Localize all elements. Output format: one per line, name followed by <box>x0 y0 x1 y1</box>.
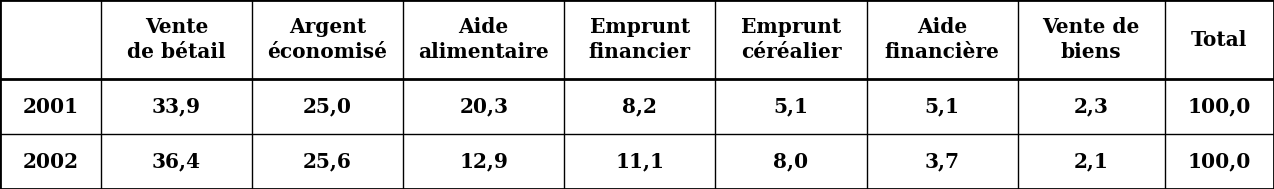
Text: 2,1: 2,1 <box>1074 152 1108 172</box>
Text: 11,1: 11,1 <box>615 152 664 172</box>
Text: Vente de: Vente de <box>1042 17 1140 37</box>
Text: 3,7: 3,7 <box>925 152 959 172</box>
Text: 2,3: 2,3 <box>1074 97 1108 117</box>
Text: 8,2: 8,2 <box>623 97 657 117</box>
Text: 12,9: 12,9 <box>459 152 508 172</box>
Text: Argent: Argent <box>289 17 366 37</box>
Text: 5,1: 5,1 <box>925 97 959 117</box>
Text: alimentaire: alimentaire <box>418 42 549 62</box>
Text: Emprunt: Emprunt <box>741 17 841 37</box>
Text: 100,0: 100,0 <box>1187 152 1251 172</box>
Text: 25,6: 25,6 <box>303 152 352 172</box>
Text: de bétail: de bétail <box>127 42 225 62</box>
Text: financier: financier <box>589 42 691 62</box>
Text: Total: Total <box>1191 30 1247 50</box>
Text: 33,9: 33,9 <box>152 97 201 117</box>
Text: 5,1: 5,1 <box>773 97 809 117</box>
Text: biens: biens <box>1061 42 1121 62</box>
Text: 100,0: 100,0 <box>1187 97 1251 117</box>
Text: 2002: 2002 <box>23 152 79 172</box>
Text: Vente: Vente <box>145 17 208 37</box>
Text: 25,0: 25,0 <box>303 97 352 117</box>
Text: 8,0: 8,0 <box>773 152 809 172</box>
Text: céréalier: céréalier <box>740 42 841 62</box>
Text: 36,4: 36,4 <box>152 152 201 172</box>
Text: économisé: économisé <box>268 42 387 62</box>
Text: financière: financière <box>884 42 1000 62</box>
Text: Aide: Aide <box>459 17 508 37</box>
Text: 2001: 2001 <box>23 97 79 117</box>
Text: 20,3: 20,3 <box>459 97 508 117</box>
Text: Aide: Aide <box>917 17 967 37</box>
Text: Emprunt: Emprunt <box>590 17 689 37</box>
